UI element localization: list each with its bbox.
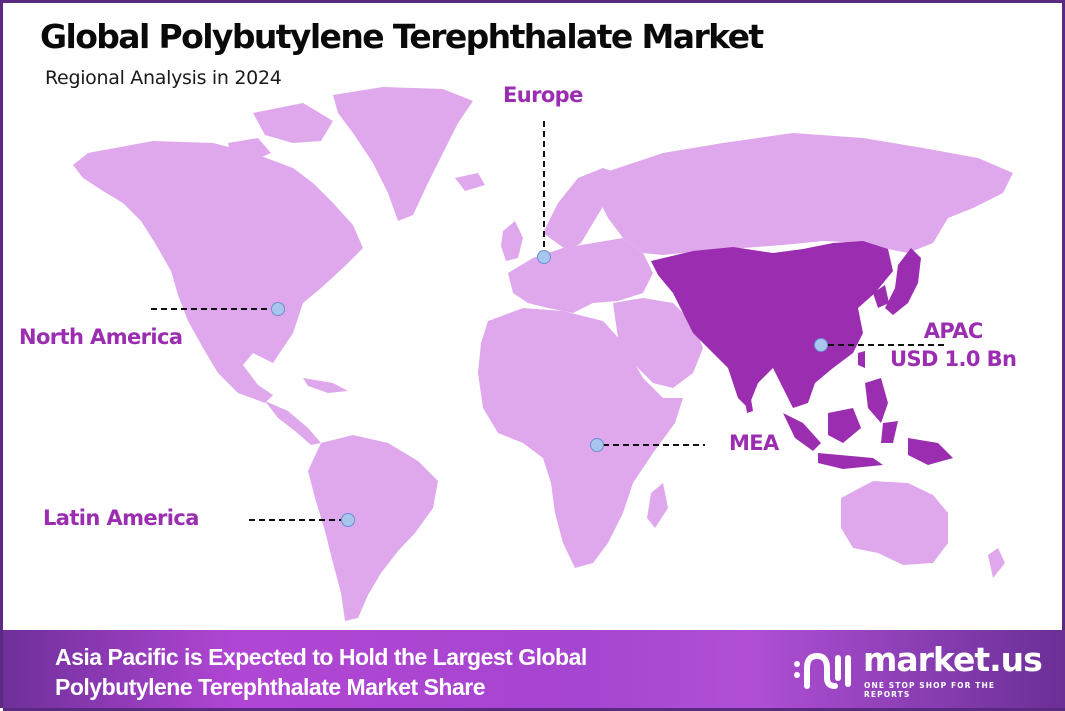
label-apac: APAC USD 1.0 Bn	[890, 317, 1017, 373]
region-markers	[271, 250, 828, 527]
page-subtitle: Regional Analysis in 2024	[45, 67, 282, 89]
marker-europe	[537, 250, 551, 264]
uk-shape	[501, 221, 523, 261]
banner-line-2: Polybutylene Terephthalate Market Share	[55, 674, 485, 700]
connector-lines	[151, 121, 948, 521]
logo-tagline: ONE STOP SHOP FOR THE REPORTS	[864, 681, 996, 699]
north-america-shape	[73, 141, 363, 403]
japan-shape	[885, 248, 921, 315]
label-mea: MEA	[729, 431, 779, 455]
central-america-shape	[265, 401, 321, 445]
logo-name: market.us	[863, 640, 1043, 679]
label-north-america: North America	[19, 325, 183, 349]
banner-headline: Asia Pacific is Expected to Hold the Lar…	[55, 642, 587, 702]
marker-latin-america	[341, 513, 355, 527]
page-title: Global Polybutylene Terephthalate Market	[40, 17, 764, 56]
land-regions	[73, 87, 1013, 621]
africa-shape	[478, 308, 683, 568]
south-america-shape	[308, 435, 438, 621]
world-map	[73, 87, 1013, 621]
apac-value: USD 1.0 Bn	[890, 347, 1017, 371]
label-europe: Europe	[503, 83, 583, 107]
apac-name: APAC	[923, 319, 984, 343]
arctic-islands-shape	[253, 103, 333, 143]
marker-mea	[590, 438, 604, 452]
footer-banner: Asia Pacific is Expected to Hold the Lar…	[3, 630, 1065, 711]
marker-north-america	[271, 302, 285, 316]
label-latin-america: Latin America	[43, 506, 199, 530]
greenland-shape	[333, 87, 473, 221]
apac-highlight	[651, 241, 953, 469]
australia-shape	[841, 481, 948, 565]
asia-highlight-shape	[651, 241, 893, 408]
brand-logo: market.us ONE STOP SHOP FOR THE REPORTS	[793, 640, 1043, 700]
market-us-logo-icon	[794, 652, 851, 689]
marker-apac	[814, 338, 828, 352]
russia-shape	[598, 133, 1013, 255]
banner-line-1: Asia Pacific is Expected to Hold the Lar…	[55, 644, 587, 670]
